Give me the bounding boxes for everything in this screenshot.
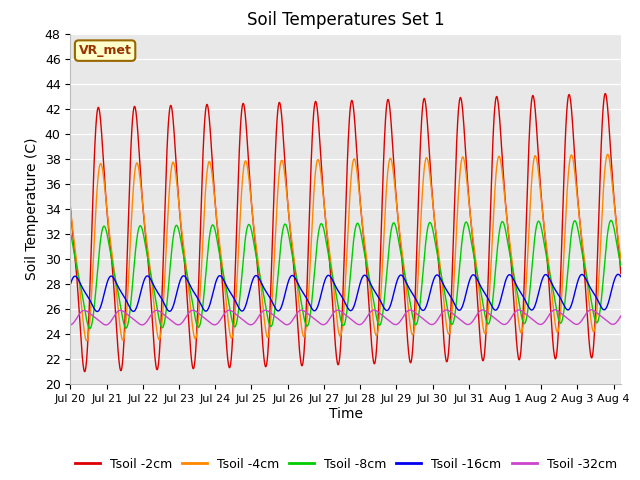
Tsoil -2cm (602, 91, 609, 96)
Tsoil -8cm (578, 248, 586, 254)
Tsoil -32cm (588, 307, 595, 312)
Tsoil -16cm (307, 304, 315, 310)
Tsoil -32cm (607, 321, 614, 326)
Tsoil -4cm (67, 204, 74, 210)
Tsoil -2cm (368, 345, 376, 351)
Tsoil -16cm (617, 274, 625, 279)
Title: Soil Temperatures Set 1: Soil Temperatures Set 1 (247, 11, 444, 29)
Y-axis label: Soil Temperature (C): Soil Temperature (C) (25, 138, 39, 280)
Tsoil -32cm (102, 322, 109, 328)
Line: Tsoil -2cm: Tsoil -2cm (70, 94, 621, 372)
Tsoil -4cm (174, 193, 182, 199)
Tsoil -32cm (578, 318, 586, 324)
Text: VR_met: VR_met (79, 44, 132, 57)
Tsoil -8cm (393, 227, 401, 233)
Tsoil -4cm (607, 167, 614, 172)
Tsoil -4cm (617, 256, 625, 262)
Tsoil -8cm (617, 263, 625, 268)
Tsoil -2cm (393, 199, 401, 205)
Tsoil -8cm (607, 217, 615, 223)
Legend: Tsoil -2cm, Tsoil -4cm, Tsoil -8cm, Tsoil -16cm, Tsoil -32cm: Tsoil -2cm, Tsoil -4cm, Tsoil -8cm, Tsoi… (70, 453, 621, 476)
Tsoil -8cm (67, 229, 74, 235)
Tsoil -16cm (607, 292, 614, 298)
Tsoil -4cm (83, 338, 91, 344)
Tsoil -16cm (174, 285, 182, 290)
Tsoil -2cm (81, 369, 88, 374)
Tsoil -8cm (86, 325, 93, 331)
Tsoil -32cm (617, 313, 625, 319)
Tsoil -2cm (607, 150, 614, 156)
Tsoil -32cm (368, 308, 376, 313)
Line: Tsoil -4cm: Tsoil -4cm (70, 155, 621, 341)
Tsoil -32cm (67, 322, 74, 328)
Tsoil -16cm (67, 282, 74, 288)
Tsoil -16cm (368, 284, 376, 289)
Tsoil -2cm (617, 271, 625, 276)
Tsoil -8cm (607, 218, 614, 224)
Line: Tsoil -32cm: Tsoil -32cm (70, 310, 621, 325)
Tsoil -8cm (368, 288, 376, 294)
Tsoil -16cm (93, 309, 101, 314)
Tsoil -32cm (174, 322, 182, 328)
Tsoil -2cm (174, 190, 182, 196)
Tsoil -32cm (307, 313, 315, 319)
Tsoil -4cm (604, 152, 612, 157)
Line: Tsoil -8cm: Tsoil -8cm (70, 220, 621, 328)
Tsoil -8cm (174, 225, 182, 231)
Tsoil -4cm (307, 244, 315, 250)
Tsoil -4cm (578, 235, 586, 240)
Tsoil -16cm (393, 279, 401, 285)
Tsoil -2cm (578, 238, 586, 243)
Tsoil -4cm (393, 201, 401, 207)
Tsoil -16cm (578, 272, 586, 277)
Tsoil -4cm (368, 305, 376, 311)
Tsoil -2cm (67, 205, 74, 211)
Tsoil -16cm (614, 272, 622, 277)
Tsoil -2cm (307, 164, 315, 170)
X-axis label: Time: Time (328, 407, 363, 420)
Line: Tsoil -16cm: Tsoil -16cm (70, 275, 621, 312)
Tsoil -8cm (307, 306, 315, 312)
Tsoil -32cm (393, 322, 401, 327)
